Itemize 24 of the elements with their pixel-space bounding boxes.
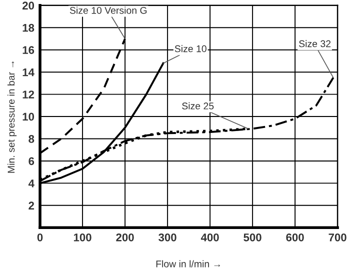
y-tick-label: 8 xyxy=(28,135,34,143)
y-axis-title: Min. set pressure in bar → xyxy=(7,62,17,173)
x-tick-label: 500 xyxy=(244,233,262,242)
y-tick-label: 16 xyxy=(22,46,34,54)
y-tick-label: 18 xyxy=(22,24,34,32)
series-label: Size 10 xyxy=(174,45,206,52)
x-tick-label: 100 xyxy=(74,233,92,242)
x-tick-label: 400 xyxy=(200,233,219,242)
x-tick-label: 300 xyxy=(158,233,176,242)
text: Size 10 Version G xyxy=(70,6,147,14)
y-tick-label: 14 xyxy=(22,68,34,76)
text: Size 25 xyxy=(182,102,214,110)
y-tick-label: 6 xyxy=(28,157,34,166)
y-tick-label: 10 xyxy=(22,112,34,121)
y-tick-label: 4 xyxy=(28,180,34,188)
y-tick-label: 12 xyxy=(22,90,34,98)
x-tick-label: 0 xyxy=(37,233,43,242)
x-axis-title: Flow in l/min → xyxy=(156,260,220,268)
text: Size 32 xyxy=(299,40,331,48)
x-tick-label: 600 xyxy=(286,233,304,242)
y-tick-label: 2 xyxy=(28,202,34,210)
x-tick-label: 200 xyxy=(116,233,134,242)
x-tick-label: 700 xyxy=(328,233,346,242)
y-tick-label: 20 xyxy=(22,2,34,10)
